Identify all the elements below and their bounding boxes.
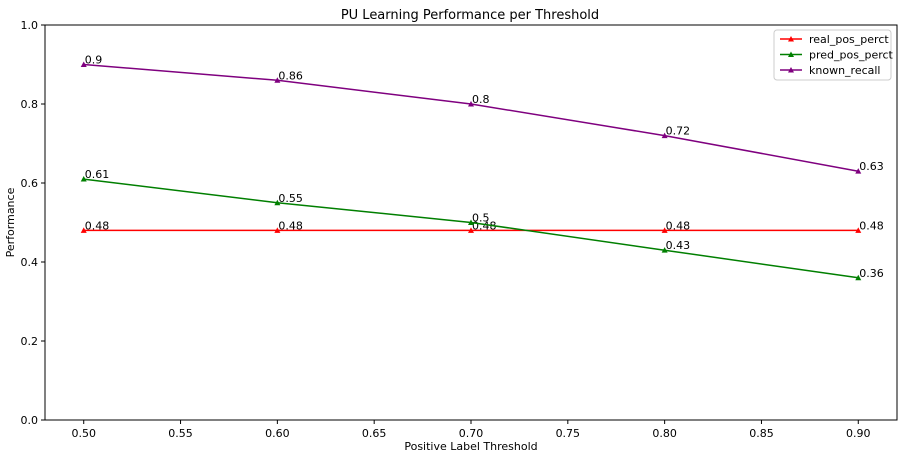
data-point-known_recall	[274, 77, 281, 83]
data-point-real_pos_perct	[855, 227, 862, 233]
legend-marker-real_pos_perct	[788, 36, 794, 42]
x-tick-label: 0.80	[652, 427, 677, 440]
data-label-real_pos_perct: 0.48	[85, 219, 110, 232]
data-point-pred_pos_perct	[468, 219, 474, 225]
legend-label-known_recall: known_recall	[809, 64, 881, 77]
legend-marker-pred_pos_perct	[788, 51, 794, 57]
x-tick-label: 0.65	[362, 427, 387, 440]
data-point-known_recall	[855, 168, 862, 174]
data-point-pred_pos_perct	[661, 247, 668, 253]
y-tick-label: 0.2	[21, 335, 39, 348]
data-label-known_recall: 0.63	[859, 160, 884, 173]
y-axis: 0.0 0.2 0.4 0.6 0.8 1.0	[21, 19, 45, 427]
data-point-known_recall	[80, 61, 87, 67]
legend-frame	[773, 29, 892, 81]
data-point-real_pos_perct	[661, 227, 668, 233]
data-label-known_recall: 0.8	[472, 93, 490, 106]
x-tick-label: 0.50	[71, 427, 96, 440]
data-label-real_pos_perct: 0.48	[666, 219, 691, 232]
data-point-known_recall	[468, 101, 474, 107]
data-label-pred_pos_perct: 0.55	[278, 192, 303, 205]
data-label-real_pos_perct: 0.48	[472, 219, 497, 232]
data-label-known_recall: 0.72	[666, 125, 691, 138]
data-point-real_pos_perct	[468, 227, 474, 233]
y-tick-label: 0.8	[21, 98, 39, 111]
data-label-known_recall: 0.9	[85, 54, 103, 67]
legend-label-real_pos_perct: real_pos_perct	[809, 33, 889, 46]
data-label-pred_pos_perct: 0.5	[472, 212, 490, 225]
x-tick-label: 0.90	[846, 427, 871, 440]
x-axis-label: Positive Label Threshold	[404, 440, 537, 453]
series-line-known_recall	[83, 63, 859, 172]
legend-marker-known_recall	[788, 67, 794, 73]
y-tick-label: 0.4	[21, 256, 39, 269]
chart-title: PU Learning Performance per Threshold	[341, 8, 599, 23]
x-tick-label: 0.60	[265, 427, 290, 440]
y-axis-label: Performance	[4, 187, 17, 257]
plot-area: 0.48 0.48 0.48 0.48 0.48 0.61 0.55 0.5 0.43 0.36 0…	[80, 54, 884, 281]
data-point-pred_pos_perct	[855, 274, 862, 281]
data-label-real_pos_perct: 0.48	[859, 219, 884, 232]
legend: real_pos_perct pred_pos_perct known_recall	[773, 29, 894, 81]
data-point-pred_pos_perct	[274, 199, 281, 206]
data-label-real_pos_perct: 0.48	[278, 219, 303, 232]
data-label-known_recall: 0.86	[278, 69, 303, 82]
legend-label-pred_pos_perct: pred_pos_perct	[809, 49, 894, 62]
x-tick-label: 0.75	[556, 427, 581, 440]
data-point-pred_pos_perct	[80, 176, 87, 182]
data-point-real_pos_perct	[274, 227, 281, 233]
data-point-real_pos_perct	[80, 227, 87, 233]
x-axis: 0.50 0.55 0.60 0.65 0.70 0.75 0.80 0.85 0.90	[71, 420, 871, 440]
y-tick-label: 0.6	[21, 177, 39, 190]
x-tick-label: 0.55	[168, 427, 193, 440]
y-tick-label: 1.0	[21, 19, 39, 32]
x-tick-label: 0.85	[749, 427, 774, 440]
data-label-pred_pos_perct: 0.61	[85, 168, 110, 181]
y-tick-label: 0.0	[21, 414, 39, 427]
x-tick-label: 0.70	[459, 427, 484, 440]
data-label-pred_pos_perct: 0.43	[666, 239, 691, 252]
data-point-known_recall	[661, 132, 668, 139]
data-label-pred_pos_perct: 0.36	[859, 267, 884, 280]
